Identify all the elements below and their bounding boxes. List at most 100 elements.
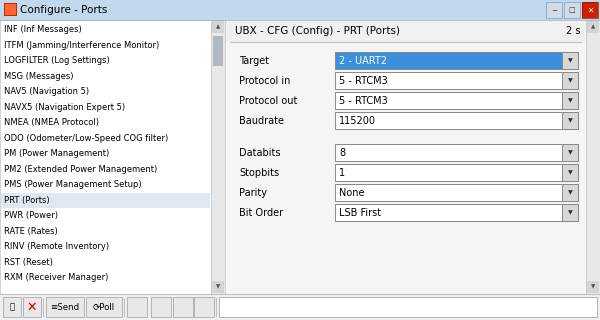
Bar [225,20,586,42]
Text: Stopbits: Stopbits [239,167,279,178]
Bar [23,297,41,317]
Text: UBX - CFG (Config) - PRT (Ports): UBX - CFG (Config) - PRT (Ports) [235,26,400,36]
Bar [211,20,225,294]
Bar [151,297,171,317]
Bar [335,52,578,69]
Bar [212,281,224,293]
Bar [562,52,578,69]
Text: ▼: ▼ [568,211,572,215]
Text: ▼: ▼ [568,99,572,103]
Bar [127,297,147,317]
Text: RST (Reset): RST (Reset) [4,258,53,267]
Text: 8: 8 [339,148,345,157]
Bar [335,164,578,181]
Text: □: □ [569,7,575,13]
Text: PMS (Power Management Setup): PMS (Power Management Setup) [4,180,142,189]
Bar [562,184,578,201]
Bar [211,20,225,294]
Bar [562,72,578,89]
Bar [562,144,578,161]
Bar [587,21,599,33]
Bar [562,144,578,161]
Bar [194,297,214,317]
Bar [562,204,578,221]
Bar [562,72,578,89]
Text: ≡Send: ≡Send [50,302,80,311]
Text: ▼: ▼ [568,118,572,124]
Text: 1: 1 [339,167,345,178]
Bar [127,297,147,317]
Text: Protocol out: Protocol out [239,95,298,106]
Bar [586,20,600,294]
Text: NAVX5 (Navigation Expert 5): NAVX5 (Navigation Expert 5) [4,103,125,112]
Bar [335,92,578,109]
Bar [173,297,193,317]
Bar [562,92,578,109]
Text: ✕: ✕ [587,5,593,14]
Text: NAV5 (Navigation 5): NAV5 (Navigation 5) [4,87,89,96]
Text: RATE (Rates): RATE (Rates) [4,227,58,236]
Bar [582,2,598,18]
Bar [4,3,17,16]
Bar [335,92,578,109]
Text: Target: Target [239,55,269,66]
Text: Parity: Parity [239,188,267,197]
Bar [0,20,600,294]
Bar [335,184,578,201]
Bar [219,297,597,317]
Bar [562,164,578,181]
Bar [0,20,211,294]
Text: Databits: Databits [239,148,281,157]
Text: Protocol in: Protocol in [239,76,290,85]
Bar [151,297,171,317]
Bar [586,20,600,294]
Text: LOGFILTER (Log Settings): LOGFILTER (Log Settings) [4,56,110,65]
Text: LSB First: LSB First [339,207,381,218]
Bar [562,52,578,69]
Bar [194,297,214,317]
Text: None: None [339,188,365,197]
Bar [335,112,578,129]
Bar [564,2,580,18]
Text: ▲: ▲ [216,25,220,29]
Bar [173,297,193,317]
Text: NMEA (NMEA Protocol): NMEA (NMEA Protocol) [4,118,99,127]
Bar [1,193,210,208]
Bar [562,164,578,181]
Bar [46,297,84,317]
Text: ✕: ✕ [27,300,37,314]
Text: ▼: ▼ [568,150,572,156]
Bar [335,72,578,89]
Bar [335,204,578,221]
Text: INF (Inf Messages): INF (Inf Messages) [4,25,82,34]
Text: RXM (Receiver Manager): RXM (Receiver Manager) [4,273,109,282]
Bar [546,2,562,18]
Text: ▼: ▼ [591,284,595,290]
Bar [0,294,600,320]
Text: ▼: ▼ [568,59,572,63]
Bar [335,164,578,181]
Text: PM (Power Management): PM (Power Management) [4,149,109,158]
Text: ITFM (Jamming/Interference Monitor): ITFM (Jamming/Interference Monitor) [4,41,159,50]
Bar [562,204,578,221]
Bar [3,297,21,317]
Bar [213,36,223,66]
Bar [0,0,600,20]
Bar [3,297,21,317]
Bar [335,144,578,161]
Bar [0,20,211,294]
Bar [564,2,580,18]
Text: PWR (Power): PWR (Power) [4,211,58,220]
Text: 2 s: 2 s [566,26,581,36]
Bar [562,92,578,109]
Text: MSG (Messages): MSG (Messages) [4,72,74,81]
Bar [335,52,578,69]
Bar [562,112,578,129]
Text: Bit Order: Bit Order [239,207,283,218]
Bar [582,2,598,18]
Text: 5 - RTCM3: 5 - RTCM3 [339,95,388,106]
Text: 🔒: 🔒 [10,302,14,311]
Bar [587,281,599,293]
Text: ▼: ▼ [568,190,572,196]
Bar [335,204,578,221]
